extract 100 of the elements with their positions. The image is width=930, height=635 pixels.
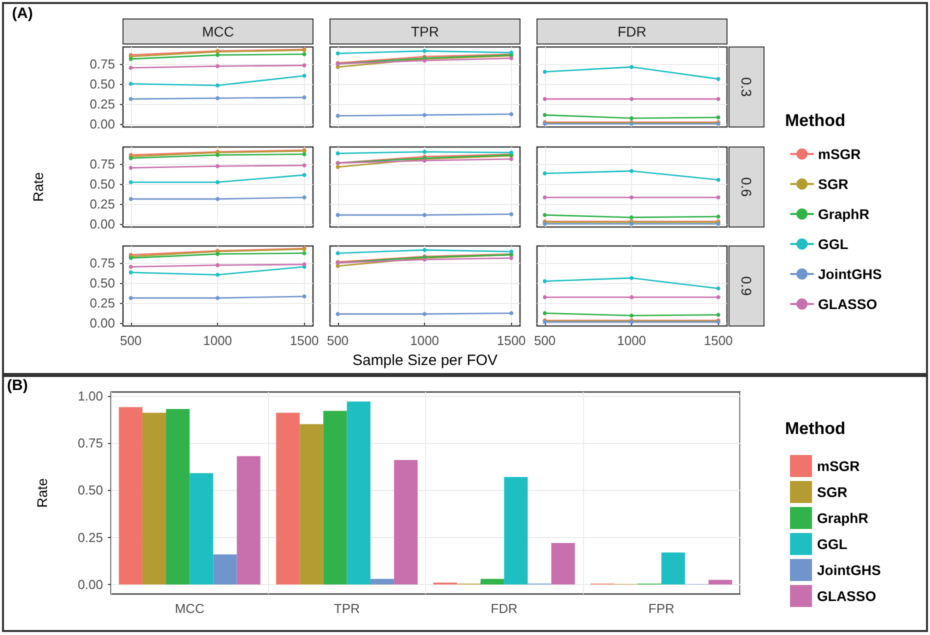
y-tick-label: 0.50 [78,482,103,498]
bar [551,543,575,585]
point [542,213,547,217]
point [302,152,306,156]
text: 0.6 [738,177,754,197]
point [128,180,133,184]
y-tick-label: 0.00 [90,315,115,330]
point [422,49,427,53]
chart-title: FDR [618,24,646,40]
y-tick-label: 0.00 [90,116,115,132]
point [630,169,634,173]
point [542,97,547,101]
point [422,248,427,252]
x-tick-label: 1000 [203,333,232,348]
point [509,112,514,116]
point [302,262,306,266]
point [422,213,427,217]
point [630,314,634,318]
point [542,113,547,117]
point [716,77,720,81]
bar [708,580,732,585]
x-tick-label: TPR [334,601,360,616]
point [336,312,340,316]
point [128,66,133,70]
point [716,312,720,317]
y-tick-label: 0.25 [90,295,115,310]
point [542,70,547,74]
point [302,163,306,168]
legend-label: mSGR [818,146,861,162]
bar [370,578,394,585]
bar [142,412,166,585]
x-tick-label: 1000 [410,333,440,348]
point [630,195,634,200]
x-tick-label: 500 [326,333,349,348]
point [716,178,720,182]
y-tick-label: 0.50 [90,76,115,92]
y-tick-label: 0.25 [90,196,115,212]
point [509,212,514,216]
point [128,264,133,269]
point [216,180,220,184]
y-tick-label: 0.50 [90,176,115,192]
point [216,252,220,256]
point [302,173,306,177]
legend-title: Method [785,419,846,438]
point [509,56,514,60]
x-tick-label: 1500 [496,333,526,348]
y-axis-title: Rate [30,172,46,202]
bar [480,578,504,585]
point [542,311,547,316]
point [336,213,340,217]
point [716,286,720,290]
y-tick-label: 0.25 [78,530,103,545]
bar [346,401,370,585]
point [630,276,634,280]
point [336,151,340,156]
point [128,57,133,61]
x-axis-title: Sample Size per FOV [352,352,498,369]
point [336,165,340,169]
point [302,74,306,78]
point [302,95,306,100]
point [216,64,220,68]
point [216,83,220,88]
point [336,251,340,256]
point [216,96,220,100]
point [509,311,514,316]
x-tick-label: 1000 [617,333,646,348]
text: (B) [7,377,28,394]
point [216,53,220,57]
point [422,113,427,117]
point [542,195,547,200]
point [128,197,133,201]
legend-label: GraphR [818,206,870,222]
x-tick-label: 1500 [704,333,733,348]
point [302,251,306,256]
point [302,63,306,68]
legend-label: SGR [817,484,848,500]
point [630,295,634,300]
point [302,294,306,298]
point [422,150,427,154]
chart-title: MCC [202,24,234,40]
y-tick-label: 1.00 [78,388,103,404]
text: (A) [12,5,33,22]
y-axis-title: Rate [34,478,50,508]
x-tick-label: 500 [120,333,142,348]
point [509,157,514,161]
y-tick-label: 0.75 [90,56,115,72]
point [216,296,220,300]
bar [213,554,237,585]
x-tick-label: 1500 [290,333,319,348]
point [216,263,220,268]
legend-label: SGR [818,176,848,192]
legend-label: GGL [817,536,848,552]
x-tick-label: MCC [174,601,204,616]
bar [166,408,190,585]
point [128,296,133,300]
y-tick-label: 0.00 [78,577,103,592]
point [422,312,427,316]
legend-label: GGL [818,236,849,252]
x-tick-label: FDR [490,601,518,616]
bar [276,412,300,585]
